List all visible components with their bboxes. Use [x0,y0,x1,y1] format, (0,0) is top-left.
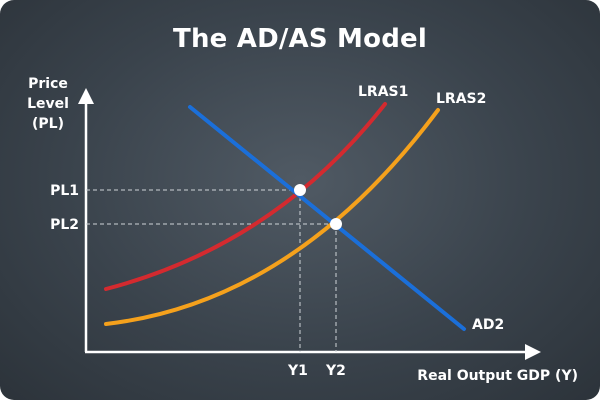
equilibrium-point-2 [330,218,342,230]
y2-label: Y2 [325,363,346,379]
x-axis-label: Real Output GDP (Y) [417,368,578,384]
pl1-label: PL1 [50,183,79,199]
diagram-title: The AD/AS Model [173,24,427,54]
ad2-curve [188,105,466,331]
lras2-label: LRAS2 [436,91,486,107]
pl2-label: PL2 [50,217,79,233]
lras1-curve [104,102,387,291]
ad2-label: AD2 [472,317,504,333]
y-axis-label-line-3: (PL) [32,116,64,132]
x-axis-arrow-icon [525,344,541,360]
y-axis-arrow-icon [78,88,94,104]
y-axis-label-line-2: Level [27,96,69,112]
y-axis-label-line-1: Price [28,76,68,92]
lras1-label: LRAS1 [358,84,408,100]
y1-label: Y1 [287,363,308,379]
lras2-curve [104,108,440,326]
equilibrium-point-1 [294,184,306,196]
